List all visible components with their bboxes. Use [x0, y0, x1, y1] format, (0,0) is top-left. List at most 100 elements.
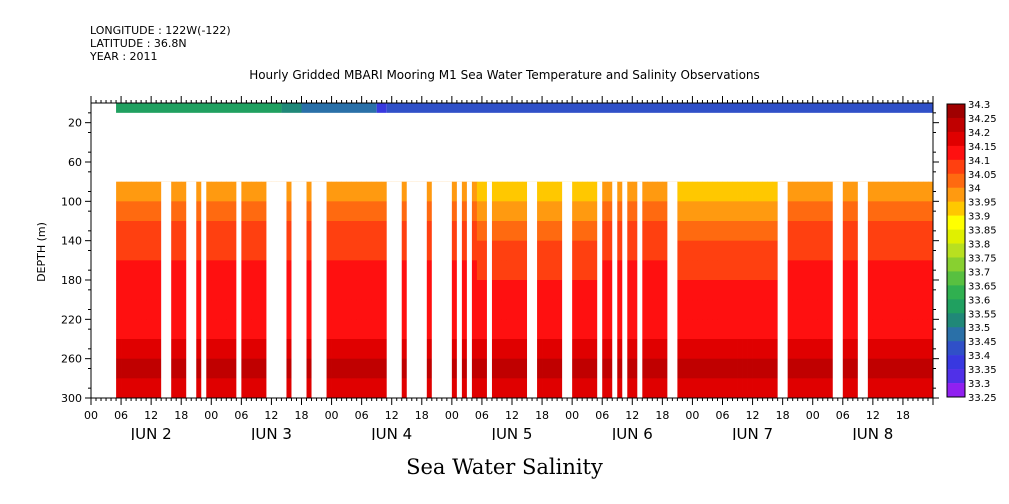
salinity-cell [687, 240, 693, 261]
salinity-cell [136, 260, 142, 281]
salinity-cell [326, 221, 332, 242]
salinity-cell [602, 260, 608, 281]
salinity-cell [426, 299, 433, 320]
salinity-cell [912, 378, 919, 399]
salinity-cell [822, 299, 829, 320]
salinity-cell [772, 319, 779, 340]
salinity-cell [767, 181, 774, 202]
salinity-cell [787, 339, 794, 360]
salinity-cell [897, 319, 904, 340]
salinity-cell [742, 319, 748, 340]
salinity-cell [797, 358, 804, 379]
salinity-cell [547, 358, 553, 379]
salinity-cell [346, 339, 353, 360]
salinity-cell [251, 240, 257, 261]
salinity-cell [927, 201, 934, 222]
salinity-cell [587, 299, 593, 320]
salinity-cell [872, 299, 879, 320]
salinity-cell [496, 280, 503, 301]
salinity-cell [506, 260, 513, 281]
salinity-cell [512, 339, 518, 360]
salinity-cell [632, 181, 638, 202]
colorbar-label: 33.65 [968, 281, 997, 292]
salinity-cell [501, 339, 508, 360]
salinity-cell [897, 201, 904, 222]
salinity-cell [226, 378, 232, 399]
salinity-cell [927, 319, 934, 340]
salinity-cell [587, 358, 593, 379]
salinity-cell [471, 221, 478, 242]
salinity-cell [922, 280, 929, 301]
salinity-cell [762, 201, 769, 222]
salinity-cell [542, 181, 548, 202]
salinity-cell [582, 299, 588, 320]
salinity-cell [727, 221, 733, 242]
salinity-cell [592, 319, 598, 340]
salinity-cell [812, 339, 819, 360]
salinity-cell [922, 181, 929, 202]
salinity-cell [917, 201, 924, 222]
salinity-cell [426, 201, 433, 222]
salinity-cell [887, 339, 894, 360]
salinity-cell [902, 299, 909, 320]
salinity-cell [817, 319, 824, 340]
salinity-cell [652, 240, 658, 261]
salinity-cell [787, 358, 794, 379]
salinity-cell [582, 280, 588, 301]
salinity-cell [872, 181, 879, 202]
salinity-cell [727, 201, 733, 222]
longitude-label: LONGITUDE : 122W(-122) [90, 24, 231, 37]
salinity-cell [652, 181, 658, 202]
salinity-cell [632, 299, 638, 320]
salinity-cell [752, 339, 758, 360]
salinity-cell [206, 378, 212, 399]
salinity-cell [336, 260, 342, 281]
salinity-cell [346, 201, 353, 222]
salinity-cell [151, 358, 157, 379]
salinity-cell [261, 378, 267, 399]
salinity-cell [817, 201, 824, 222]
salinity-cell [371, 260, 378, 281]
salinity-cell [602, 221, 608, 242]
salinity-cell [677, 280, 683, 301]
salinity-cell [887, 378, 894, 399]
salinity-cell [712, 280, 718, 301]
y-tick-label: 260 [61, 353, 82, 366]
salinity-cell [176, 378, 182, 399]
salinity-cell [927, 339, 934, 360]
colorbar-label: 33.75 [968, 253, 997, 264]
salinity-cell [156, 221, 162, 242]
salinity-cell [697, 201, 703, 222]
salinity-cell [657, 299, 663, 320]
data-gap [486, 181, 492, 398]
salinity-cell [496, 260, 503, 281]
salinity-cell [877, 221, 884, 242]
salinity-cell [872, 221, 879, 242]
salinity-cell [892, 260, 899, 281]
salinity-cell [221, 280, 227, 301]
salinity-cell [847, 240, 854, 261]
salinity-cell [371, 339, 378, 360]
x-hour-label: 12 [505, 409, 519, 422]
salinity-cell [572, 319, 578, 340]
data-gap [431, 181, 452, 398]
salinity-cell [917, 378, 924, 399]
colorbar-label: 34.15 [968, 142, 997, 153]
salinity-cell [401, 260, 408, 281]
salinity-cell [792, 181, 799, 202]
salinity-cell [647, 319, 653, 340]
salinity-cell [867, 378, 874, 399]
salinity-cell [471, 378, 478, 399]
salinity-cell [702, 201, 708, 222]
salinity-cell [376, 299, 383, 320]
salinity-cell [607, 378, 613, 399]
salinity-cell [742, 201, 748, 222]
salinity-cell [742, 260, 748, 281]
salinity-cell [767, 378, 774, 399]
salinity-cell [366, 358, 373, 379]
salinity-cell [216, 299, 222, 320]
x-hour-label: 18 [415, 409, 429, 422]
x-hour-label: 00 [565, 409, 579, 422]
salinity-cell [707, 240, 713, 261]
salinity-cell [742, 358, 748, 379]
